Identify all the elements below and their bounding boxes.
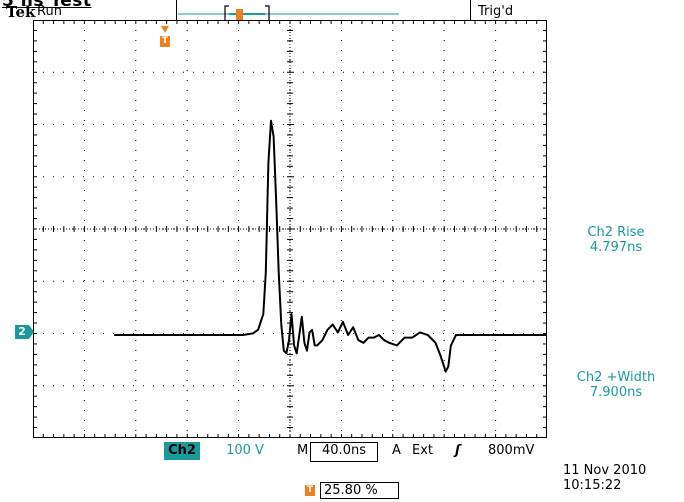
graticule (32, 19, 548, 439)
ch2-waveform (114, 119, 547, 373)
trigger-position-icon: T (305, 485, 315, 496)
measurement-width: Ch2 +Width 7.900ns (553, 370, 679, 400)
rising-edge-icon: ʃ (455, 443, 461, 458)
record-view-indicator (178, 5, 399, 20)
timebase-label: M (297, 443, 309, 458)
view-bracket-right (265, 5, 270, 20)
trigger-position-mini-icon (236, 9, 243, 20)
measurement-label: Ch2 Rise (587, 225, 645, 240)
view-bracket-left (224, 5, 229, 20)
volts-per-div[interactable]: 100 V (226, 443, 264, 458)
channel-2-ground-marker[interactable]: 2 (15, 325, 34, 339)
trigger-level[interactable]: 800mV (488, 443, 535, 458)
waveform-display (32, 19, 548, 439)
time: 10:15:22 (563, 478, 622, 493)
acquisition-state: Run (37, 4, 62, 19)
measurement-label: Ch2 +Width (576, 370, 656, 385)
brand-logo: Tek (6, 3, 36, 21)
header-divider (176, 0, 177, 20)
trigger-source[interactable]: Ext (412, 443, 434, 458)
acquire-label: A (392, 443, 401, 458)
trigger-status: Trig'd (478, 4, 514, 19)
time-per-div[interactable]: 40.0ns (310, 442, 378, 462)
date: 11 Nov 2010 (563, 463, 647, 478)
capture-title: 5 ns Test (2, 0, 92, 11)
measurement-value: 7.900ns (589, 385, 643, 400)
measurement-value: 4.797ns (589, 240, 643, 255)
trigger-position-icon[interactable]: T (160, 36, 170, 47)
trigger-position-readout[interactable]: 25.80 % (320, 482, 399, 499)
measurement-rise: Ch2 Rise 4.797ns (553, 225, 679, 255)
timestamp: 11 Nov 2010 10:15:22 (563, 463, 646, 493)
channel-button[interactable]: Ch2 (164, 442, 200, 460)
header-divider (470, 0, 471, 20)
trigger-arrow-icon (161, 26, 169, 33)
